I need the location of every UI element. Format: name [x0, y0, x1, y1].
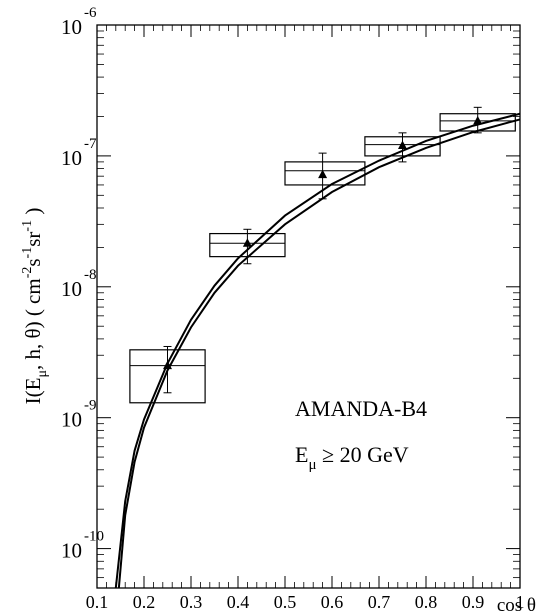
y-tick-label: 10: [61, 277, 82, 301]
x-tick-label: 0.4: [227, 592, 250, 612]
x-tick-label: 0.3: [180, 592, 203, 612]
x-axis-ticks: 0.1 0.2 0.3 0.4 0.5 0.6 0.7 0.8 0.9 1: [86, 25, 525, 612]
y-tick-label: 10: [61, 408, 82, 432]
y-tick-exponent: -8: [84, 267, 97, 283]
data-point-triangle: [473, 115, 483, 125]
x-tick-label: 0.7: [368, 592, 391, 612]
data-point-triangle: [242, 238, 252, 247]
x-tick-label: 0.5: [274, 592, 297, 612]
x-tick-label: 0.9: [462, 592, 485, 612]
y-tick-exponent: -9: [84, 398, 97, 414]
data-point-triangle: [398, 140, 407, 150]
x-tick-label: 0.8: [415, 592, 438, 612]
x-tick-label: 0.1: [86, 592, 109, 612]
x-tick-label: 0.2: [133, 592, 156, 612]
plot-frame: [96, 24, 521, 589]
y-axis-label: I(Eμ, h, θ) ( cm-2s-1sr-1 ): [20, 208, 50, 405]
annotation-energy-cut: Eμ ≥ 20 GeV: [295, 442, 409, 473]
x-axis-label: cos θ: [497, 595, 536, 616]
y-tick-label: 10: [61, 539, 82, 563]
y-tick-label: 10: [61, 146, 82, 170]
x-tick-label: 0.6: [321, 592, 344, 612]
data-point-triangle: [163, 360, 172, 370]
data-point-triangle: [318, 169, 328, 179]
y-tick-label: 10: [61, 15, 82, 39]
data-points: [163, 106, 483, 394]
systematic-box: [284, 161, 366, 186]
x-tick-label: 1: [516, 592, 525, 612]
annotation-detector: AMANDA-B4: [295, 396, 427, 421]
y-tick-exponent: -10: [84, 529, 104, 545]
theory-curve-2: [117, 118, 521, 589]
y-axis-ticks: 10-610-710-810-910-10: [61, 5, 520, 563]
y-tick-exponent: -7: [84, 136, 97, 152]
y-tick-exponent: -6: [84, 5, 97, 21]
minor-ticks: [96, 25, 521, 588]
